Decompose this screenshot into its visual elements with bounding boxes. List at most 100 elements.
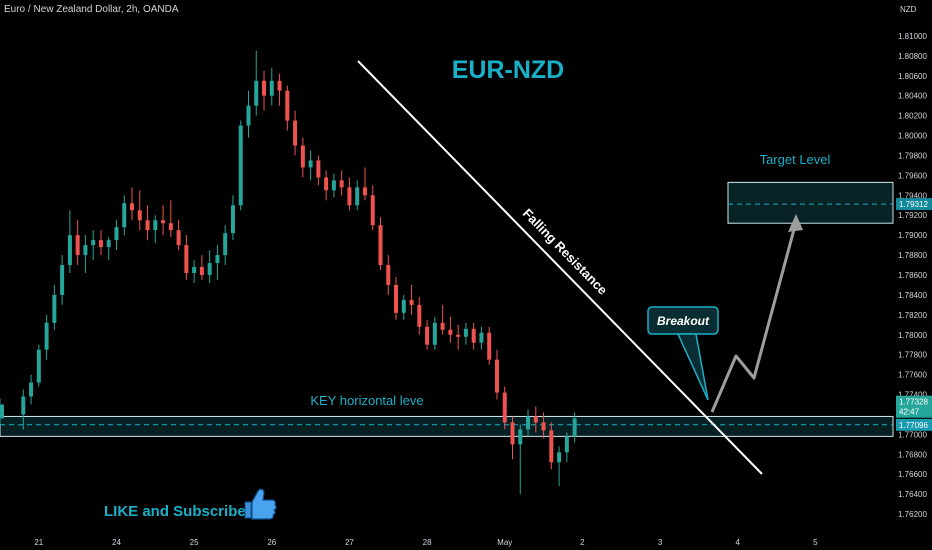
candle-body xyxy=(440,322,445,330)
target-price-tag: 1.79312 xyxy=(896,198,932,211)
candle xyxy=(285,85,290,131)
candle-body xyxy=(114,227,119,241)
time-tick-label: 5 xyxy=(813,538,818,547)
candle-body xyxy=(510,422,515,445)
candle-body xyxy=(130,203,135,211)
candle xyxy=(199,255,204,280)
time-tick-label: 24 xyxy=(112,538,121,547)
price-tick-label: 1.76600 xyxy=(898,470,927,479)
thumbs-up-hand xyxy=(251,488,277,520)
candle-body xyxy=(0,404,4,419)
price-tick-label: 1.79200 xyxy=(898,211,927,220)
candle-body xyxy=(122,203,127,228)
price-tick-label: 1.76800 xyxy=(898,450,927,459)
candle xyxy=(106,237,111,261)
time-tick-label: 3 xyxy=(658,538,663,547)
price-tick-label: 1.76200 xyxy=(898,510,927,519)
candle-body xyxy=(409,299,414,305)
candle-body xyxy=(425,326,430,345)
price-tick-label: 1.79800 xyxy=(898,151,927,160)
candle-body xyxy=(432,322,437,345)
candle-body xyxy=(254,80,259,106)
candle-body xyxy=(98,240,103,248)
candle xyxy=(456,324,461,350)
candle xyxy=(463,322,468,345)
candle xyxy=(355,180,360,211)
candle-body xyxy=(316,160,321,178)
current-price-tag-bg xyxy=(896,395,932,418)
candle-body xyxy=(572,418,577,437)
candle xyxy=(533,406,538,433)
time-tick-label: 25 xyxy=(190,538,199,547)
candle xyxy=(145,205,150,241)
candle xyxy=(207,250,212,283)
currency-label: NZD xyxy=(900,5,917,14)
time-axis-background xyxy=(0,532,896,550)
key-price-tag-text: 1.77096 xyxy=(899,421,928,430)
like-subscribe-label: LIKE and Subscribe xyxy=(104,503,246,520)
breakout-callout: Breakout xyxy=(647,306,719,401)
candle-body xyxy=(533,416,538,423)
candle xyxy=(425,319,430,350)
candle xyxy=(184,235,189,280)
candle-body xyxy=(246,105,251,126)
candle xyxy=(246,90,251,138)
candle xyxy=(192,260,197,283)
key-horizontal-zone xyxy=(0,415,894,437)
candle xyxy=(277,73,282,106)
time-tick-label: 21 xyxy=(34,538,43,547)
price-tick-label: 1.77400 xyxy=(898,391,927,400)
candle-body xyxy=(67,235,72,266)
candle xyxy=(378,217,383,271)
price-tick-label: 1.79400 xyxy=(898,191,927,200)
candle xyxy=(293,110,298,156)
candle-body xyxy=(29,382,34,397)
candle xyxy=(518,424,523,495)
price-tick-label: 1.77800 xyxy=(898,351,927,360)
candle xyxy=(440,304,445,335)
pair-title: EUR-NZD xyxy=(452,56,565,84)
candle xyxy=(362,167,367,201)
breakout-pointer xyxy=(676,333,709,401)
projection-arrowhead xyxy=(788,214,803,232)
time-tick-label: 26 xyxy=(267,538,276,547)
candle xyxy=(230,195,235,241)
projection-path xyxy=(710,221,798,413)
candle xyxy=(324,170,329,201)
candle xyxy=(161,205,166,236)
candle xyxy=(448,316,453,343)
price-tick-label: 1.80200 xyxy=(898,112,927,121)
thumbs-up-icon[interactable] xyxy=(244,488,277,520)
candle-body xyxy=(557,452,562,463)
candle xyxy=(409,284,414,315)
target-price-tag-text: 1.79312 xyxy=(899,200,928,209)
price-tick-label: 1.78600 xyxy=(898,271,927,280)
candle xyxy=(401,294,406,320)
candle-body xyxy=(386,265,391,285)
price-axis-background xyxy=(896,0,932,550)
candle-body xyxy=(471,328,476,343)
price-tick-label: 1.78200 xyxy=(898,311,927,320)
candle-body xyxy=(331,180,336,191)
candle-body xyxy=(223,233,228,256)
candle xyxy=(370,185,375,231)
price-tick-label: 1.77600 xyxy=(898,371,927,380)
candle-body xyxy=(192,267,197,274)
key-price-tag: 1.77096 xyxy=(896,418,932,431)
time-tick-label: 4 xyxy=(735,538,740,547)
candle xyxy=(526,409,531,437)
candle xyxy=(75,220,80,266)
candle xyxy=(308,150,313,181)
price-tick-label: 1.76400 xyxy=(898,490,927,499)
candle xyxy=(347,177,352,211)
candle-body xyxy=(36,349,41,383)
candle-body xyxy=(370,195,375,226)
candle xyxy=(254,50,259,116)
price-tick-label: 1.80600 xyxy=(898,72,927,81)
candle-body xyxy=(394,284,399,313)
candle-body xyxy=(300,145,305,168)
candle-body xyxy=(502,392,507,423)
candle xyxy=(510,416,515,460)
